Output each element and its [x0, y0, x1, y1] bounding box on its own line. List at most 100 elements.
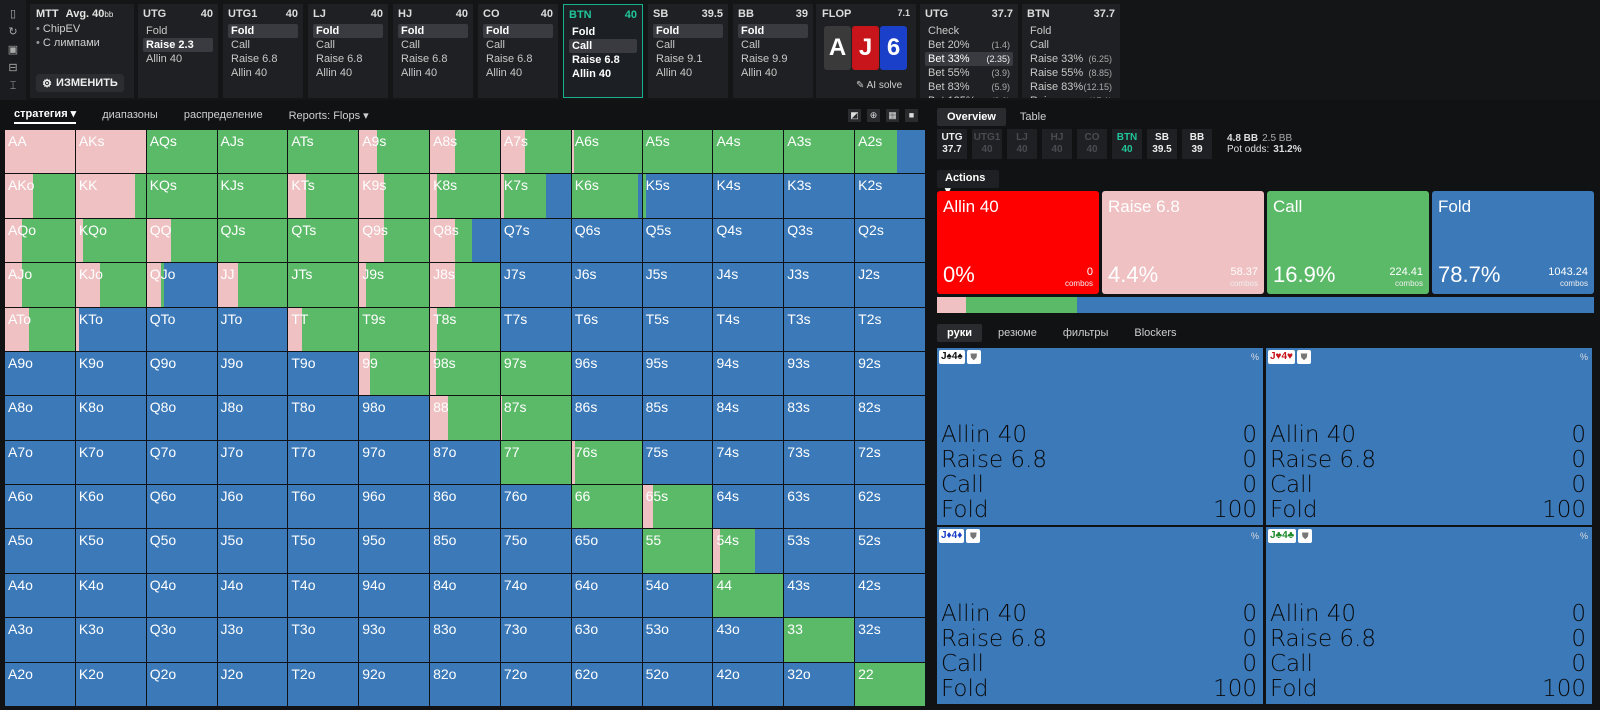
hand-cell[interactable]: 86s [571, 396, 642, 440]
hand-cell[interactable]: T5s [642, 307, 713, 351]
hand-cell[interactable]: KK [75, 174, 146, 218]
action-option[interactable]: Raise 2.3 [143, 38, 213, 52]
hand-cell[interactable]: 94s [713, 351, 784, 396]
hand-cell[interactable]: Q5s [642, 218, 713, 263]
shield-icon[interactable]: ⛊ [1298, 529, 1313, 543]
street-action[interactable]: Raise 83% (12.15) [1027, 80, 1115, 94]
hand-cell[interactable]: Q2o [146, 662, 217, 706]
hand-cell[interactable]: 74o [500, 573, 571, 618]
hand-cell[interactable]: K4s [713, 174, 784, 218]
hand-cell[interactable]: K5o [75, 529, 146, 573]
action-option[interactable]: Allin 40 [572, 68, 612, 80]
stack-sb[interactable]: SB 39.5 [1147, 129, 1177, 159]
ai-solve-button[interactable]: ✎ AI solve [856, 80, 903, 91]
action-option[interactable]: Raise 6.8 [316, 53, 363, 65]
hand-cell[interactable]: A9s [359, 130, 430, 174]
hand-cell[interactable]: 73o [500, 618, 571, 662]
hand-cell[interactable]: T7s [500, 307, 571, 351]
hand-cell[interactable]: 32s [855, 618, 925, 662]
tab-ranges[interactable]: диапазоны [102, 109, 158, 121]
save-icon[interactable]: ▣ [7, 44, 19, 56]
action-option[interactable]: Allin 40 [146, 53, 183, 65]
hand-cell[interactable]: T6s [571, 307, 642, 351]
hand-cell[interactable]: J5o [217, 529, 288, 573]
position-panel-btn[interactable]: BTN 40 Fold Call Raise 6.8 Allin 40 [563, 4, 643, 98]
hand-cell[interactable]: K6s [571, 174, 642, 218]
hand-cell[interactable]: 96s [571, 351, 642, 396]
hand-cell[interactable]: JTs [288, 263, 359, 307]
hand-cell[interactable]: 87s [500, 396, 571, 440]
hand-cell[interactable]: QTs [288, 218, 359, 263]
hand-cell[interactable]: 55 [642, 529, 713, 573]
hand-cell[interactable]: T8s [430, 307, 500, 351]
grid-icon[interactable]: ▦ [886, 109, 899, 122]
action-option[interactable]: Call [486, 39, 505, 51]
hand-cell[interactable]: 94o [359, 573, 430, 618]
action-option[interactable]: Raise 6.8 [401, 53, 448, 65]
hand-cell[interactable]: AKs [75, 130, 146, 174]
percent-toggle[interactable]: % [1250, 352, 1259, 362]
hand-cell[interactable]: A6o [5, 485, 75, 529]
hand-cell[interactable]: T8o [288, 396, 359, 440]
hand-cell[interactable]: K4o [75, 573, 146, 618]
shield-icon[interactable]: ⛊ [1297, 350, 1311, 364]
hand-cell[interactable]: 33 [784, 618, 855, 662]
hand-cell[interactable]: 53o [642, 618, 713, 662]
position-panel-lj[interactable]: LJ 40 Fold Call Raise 6.8 Allin 40 [308, 4, 388, 98]
hand-cell[interactable]: 43s [784, 573, 855, 618]
hand-cell[interactable]: T7o [288, 440, 359, 485]
hand-cell[interactable]: Q8s [430, 218, 500, 263]
position-panel-utg[interactable]: UTG 40 Fold Raise 2.3 Allin 40 [138, 4, 218, 98]
hand-cell[interactable]: 76o [500, 485, 571, 529]
hand-cell[interactable]: A3s [784, 130, 855, 174]
hand-cell[interactable]: J9o [217, 351, 288, 396]
action-card-allin[interactable]: Allin 40 0% 0 combos [937, 191, 1099, 294]
action-card-fold[interactable]: Fold 78.7% 1043.24 combos [1432, 191, 1594, 294]
hand-cell[interactable]: KQs [146, 174, 217, 218]
hand-cell[interactable]: KTs [288, 174, 359, 218]
hand-cell[interactable]: T2o [288, 662, 359, 706]
shield-icon[interactable]: ⛊ [966, 529, 981, 543]
hand-combo-card[interactable]: J♣4♣ ⛊% Allin 40 0 Raise 6.8 0 Call 0 Fold 100 [1266, 527, 1592, 704]
hand-cell[interactable]: A3o [5, 618, 75, 662]
hand-cell[interactable]: A8s [430, 130, 500, 174]
hand-cell[interactable]: 99 [359, 351, 430, 396]
hand-cell[interactable]: 93o [359, 618, 430, 662]
street-action[interactable]: Call [1027, 38, 1115, 52]
hand-cell[interactable]: K6o [75, 485, 146, 529]
hand-cell[interactable]: T2s [855, 307, 925, 351]
hand-cell[interactable]: Q7o [146, 440, 217, 485]
action-option[interactable]: Fold [572, 26, 596, 38]
street-panel-btn[interactable]: BTN 37.7 Fold Call Raise 33% (6.25) Raise 55% (… [1022, 4, 1120, 98]
hand-cell[interactable]: Q5o [146, 529, 217, 573]
hand-cell[interactable]: K5s [642, 174, 713, 218]
hand-cell[interactable]: K3o [75, 618, 146, 662]
action-option[interactable]: Raise 9.9 [741, 53, 788, 65]
hand-cell[interactable]: J4o [217, 573, 288, 618]
hand-cell[interactable]: 88 [430, 396, 500, 440]
tab-summary[interactable]: резюме [997, 327, 1037, 339]
hand-cell[interactable]: A6s [571, 130, 642, 174]
hand-cell[interactable]: AJo [5, 263, 75, 307]
hand-cell[interactable]: T6o [288, 485, 359, 529]
tab-blockers[interactable]: Blockers [1134, 327, 1177, 339]
shield-icon[interactable]: ⛊ [966, 350, 981, 364]
tab-distribution[interactable]: распределение [183, 109, 263, 121]
hand-cell[interactable]: J4s [713, 263, 784, 307]
hand-cell[interactable]: 97s [500, 351, 571, 396]
hand-cell[interactable]: 22 [855, 662, 925, 706]
hand-cell[interactable]: 95s [642, 351, 713, 396]
hand-cell[interactable]: 95o [359, 529, 430, 573]
hand-cell[interactable]: 63s [784, 485, 855, 529]
hand-combo-card[interactable]: J♥4♥ ⛊% Allin 40 0 Raise 6.8 0 Call 0 Fold 100 [1266, 348, 1592, 525]
hand-cell[interactable]: 82o [430, 662, 500, 706]
hand-cell[interactable]: 97o [359, 440, 430, 485]
hand-cell[interactable]: K2o [75, 662, 146, 706]
action-option[interactable]: Call [656, 39, 675, 51]
hand-cell[interactable]: 96o [359, 485, 430, 529]
hand-cell[interactable]: J2s [855, 263, 925, 307]
action-option[interactable]: Fold [313, 24, 383, 38]
action-option[interactable]: Fold [398, 24, 468, 38]
hand-cell[interactable]: 86o [430, 485, 500, 529]
